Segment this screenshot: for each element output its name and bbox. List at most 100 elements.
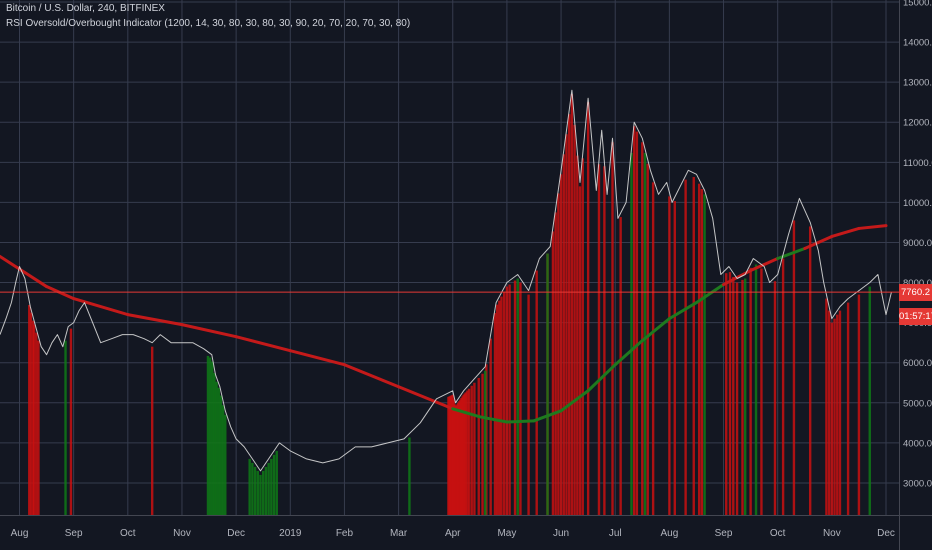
time-tick-label: Jul <box>609 528 622 539</box>
overbought-bar <box>792 220 796 515</box>
oversold-bar <box>546 253 549 515</box>
moving-average-segment <box>505 419 536 424</box>
overbought-bar <box>808 226 812 516</box>
overbought-bar <box>684 179 687 516</box>
price-tick-label: 11000.0 <box>903 158 932 169</box>
oversold-bar <box>270 458 273 515</box>
overbought-bar <box>732 276 735 515</box>
overbought-bar <box>466 390 469 515</box>
moving-average-segment <box>830 226 861 238</box>
oversold-bar <box>868 286 871 515</box>
time-tick-label: Apr <box>445 528 461 539</box>
overbought-bar <box>551 231 555 515</box>
oversold-bar <box>754 264 758 515</box>
oversold-bar <box>630 152 633 515</box>
oversold-bar <box>217 387 220 515</box>
overbought-bar <box>567 114 571 516</box>
time-tick-label: Aug <box>11 528 29 539</box>
oversold-bar <box>643 152 647 515</box>
moving-average-segment <box>288 349 346 367</box>
oversold-bar <box>408 437 411 515</box>
price-tick-label: 6000.0 <box>903 358 932 369</box>
overbought-bar <box>28 304 31 515</box>
oversold-bar <box>275 450 278 515</box>
moving-average-segment <box>397 385 455 411</box>
oversold-bar <box>221 405 225 515</box>
overbought-bar <box>150 346 154 515</box>
moving-average-segment <box>126 313 184 327</box>
oversold-bar <box>516 278 519 515</box>
overbought-bar <box>760 268 763 515</box>
overbought-bar <box>508 284 511 515</box>
oversold-bar <box>248 458 251 515</box>
time-tick-label: Oct <box>120 528 136 539</box>
overbought-bar <box>467 388 471 515</box>
oversold-bar <box>208 357 212 515</box>
overbought-bar <box>597 164 601 515</box>
overbought-bar <box>838 310 842 515</box>
price-tick-label: 12000.0 <box>903 118 932 129</box>
overbought-bar <box>781 258 785 515</box>
overbought-bar <box>611 142 614 515</box>
moving-average-segment <box>180 323 238 339</box>
moving-average-segment <box>451 407 482 419</box>
overbought-bar <box>565 134 568 515</box>
overbought-bar <box>29 312 33 515</box>
oversold-bar <box>259 474 262 515</box>
indicator-legend[interactable]: RSI Oversold/Overbought Indicator (1200,… <box>6 18 411 29</box>
time-tick-label: Sep <box>65 528 83 539</box>
moving-average-segment <box>532 409 563 423</box>
moving-average-segment <box>559 389 590 413</box>
oversold-bar <box>251 462 254 515</box>
overbought-bar <box>481 373 484 515</box>
overbought-bar <box>489 338 492 515</box>
moving-average-segment <box>640 317 671 343</box>
price-tick-label: 4000.0 <box>903 438 932 449</box>
moving-average-segment <box>613 339 644 367</box>
overbought-bar <box>692 177 695 515</box>
time-tick-label: May <box>497 528 516 539</box>
overbought-bar <box>651 182 655 515</box>
oversold-bar <box>256 470 259 515</box>
overbought-bar <box>464 392 467 515</box>
overbought-bar <box>527 294 530 515</box>
overbought-bar <box>728 272 732 515</box>
overbought-bar <box>581 158 584 515</box>
overbought-bar <box>825 298 828 515</box>
oversold-bar <box>213 373 216 515</box>
overbought-bar <box>735 282 739 515</box>
moving-average-segment <box>478 415 509 424</box>
moving-average-segment <box>694 283 726 305</box>
overbought-bar <box>673 201 676 515</box>
overbought-bar <box>641 142 644 515</box>
oversold-bar <box>272 454 276 515</box>
time-tick-label: Mar <box>390 528 408 539</box>
overbought-bar <box>573 124 576 515</box>
overbought-bar <box>535 270 538 515</box>
overbought-bar <box>846 302 850 515</box>
oversold-bar <box>743 278 747 515</box>
oversold-bar <box>215 381 218 515</box>
overbought-bar <box>554 212 557 515</box>
symbol-legend[interactable]: Bitcoin / U.S. Dollar, 240, BITFINEX <box>6 3 165 14</box>
oversold-bar <box>264 466 268 515</box>
overbought-bar <box>473 382 476 515</box>
oversold-bar <box>64 340 67 515</box>
last-price-tag: 7760.2 <box>899 283 932 301</box>
overbought-bar <box>69 328 73 515</box>
time-tick-label: Aug <box>660 528 678 539</box>
moving-average-segment <box>234 335 292 353</box>
time-tick-label: Dec <box>227 528 245 539</box>
overbought-bar <box>578 186 582 516</box>
overbought-bar <box>586 102 590 515</box>
overbought-bar <box>559 174 563 515</box>
overbought-bar <box>562 154 565 516</box>
overbought-bar <box>557 193 560 515</box>
oversold-bar <box>484 370 487 515</box>
overbought-bar <box>635 131 639 516</box>
time-tick-label: Feb <box>336 528 354 539</box>
overbought-bar <box>836 314 839 515</box>
price-tick-label: 10000.0 <box>903 198 932 209</box>
